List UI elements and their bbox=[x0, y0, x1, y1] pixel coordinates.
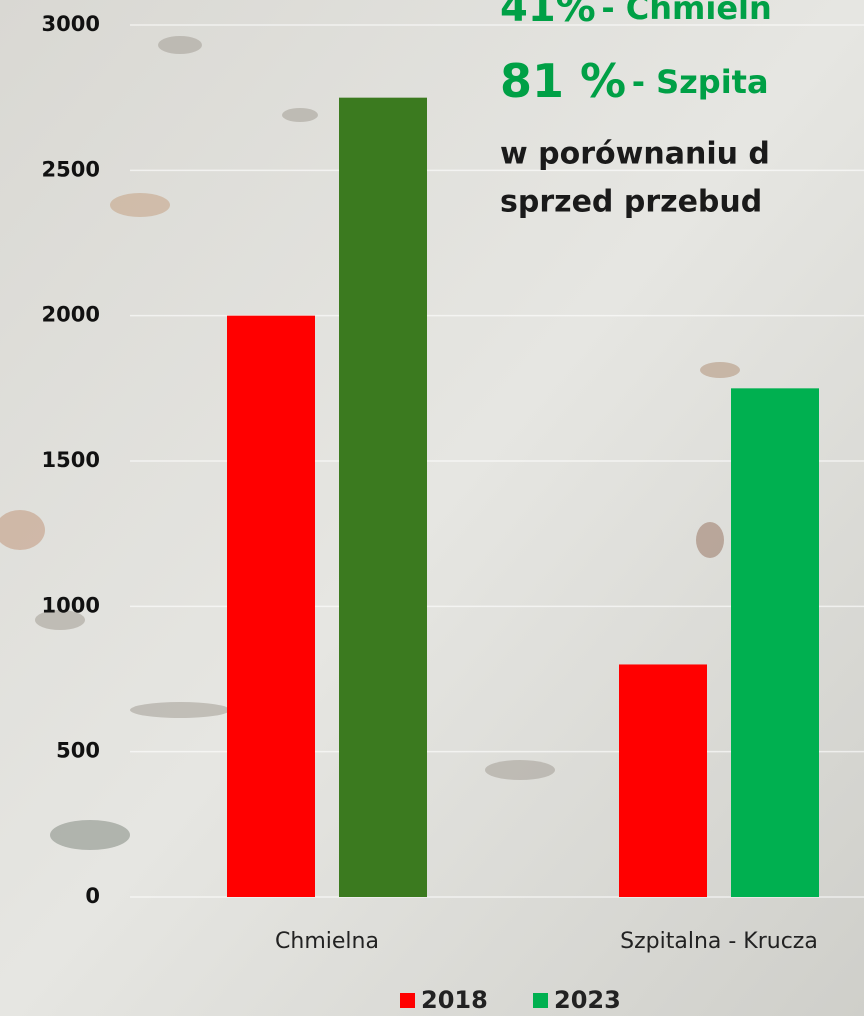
chart: 0 500 1000 1500 2000 2500 3000 Chmielna Szpitaln… bbox=[0, 0, 864, 1016]
annotation-part: 41% bbox=[500, 0, 596, 31]
annotation: w porównaniu d bbox=[500, 137, 770, 172]
y-tick-label: 1000 bbox=[42, 593, 100, 617]
legend-swatch bbox=[400, 993, 415, 1008]
y-tick-label: 1500 bbox=[42, 448, 100, 472]
x-tick-label: Chmielna bbox=[275, 929, 379, 954]
legend-label: 2018 bbox=[421, 986, 488, 1014]
y-tick-label: 2500 bbox=[42, 157, 100, 181]
x-tick-label: Szpitalna - Krucza bbox=[620, 929, 818, 954]
y-tick-label: 0 bbox=[85, 884, 100, 908]
page: {"chart_data": {"type": "bar", "annotati… bbox=[0, 0, 864, 1016]
legend-label: 2023 bbox=[554, 986, 621, 1014]
y-tick-label: 2000 bbox=[42, 303, 100, 327]
y-tick-label: 3000 bbox=[42, 12, 100, 36]
y-tick-label: 500 bbox=[56, 739, 100, 763]
annotation: sprzed przebud bbox=[500, 185, 762, 220]
bar bbox=[619, 664, 707, 897]
annotation: 41% - Chmieln bbox=[500, 0, 772, 31]
bar bbox=[339, 98, 427, 897]
legend-swatch bbox=[533, 993, 548, 1008]
annotation-part: - Chmieln bbox=[601, 0, 771, 27]
bar bbox=[227, 316, 315, 897]
bar bbox=[731, 388, 819, 897]
annotation-part: 81 % bbox=[500, 54, 626, 108]
annotation-part: - Szpita bbox=[632, 63, 769, 101]
